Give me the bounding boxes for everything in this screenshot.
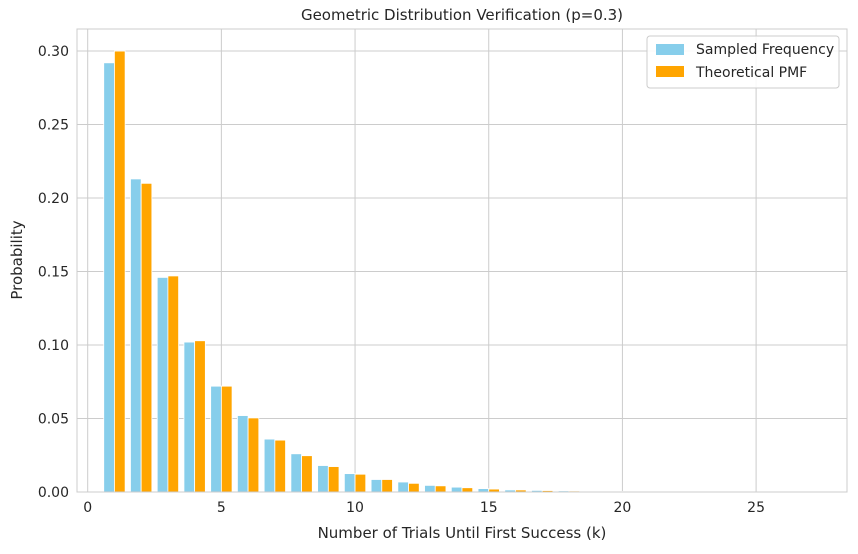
y-tick-label: 0.20 xyxy=(38,191,69,207)
legend-swatch-sampled xyxy=(656,44,684,55)
bar xyxy=(344,474,355,492)
y-tick-label: 0.00 xyxy=(38,485,69,501)
bar xyxy=(264,439,275,492)
y-tick-label: 0.30 xyxy=(38,44,69,60)
x-tick-label: 10 xyxy=(346,500,364,516)
bar xyxy=(328,467,339,492)
bar xyxy=(114,51,125,492)
y-tick-label: 0.10 xyxy=(38,338,69,354)
x-tick-label: 20 xyxy=(614,500,632,516)
bar xyxy=(355,474,366,492)
bar xyxy=(478,489,489,492)
bar xyxy=(237,416,248,492)
bar xyxy=(398,482,409,492)
bar xyxy=(211,386,222,492)
bar xyxy=(141,183,152,492)
bar xyxy=(425,485,436,492)
x-axis-label: Number of Trials Until First Success (k) xyxy=(318,524,607,542)
bar xyxy=(302,456,313,492)
bar xyxy=(318,466,329,492)
bar xyxy=(275,440,286,492)
bar xyxy=(291,454,302,492)
legend-swatch-theoretical xyxy=(656,66,684,77)
bar xyxy=(462,488,473,492)
legend-label-sampled: Sampled Frequency xyxy=(696,42,834,58)
legend-label-theoretical: Theoretical PMF xyxy=(695,65,807,81)
y-axis-label: Probability xyxy=(8,220,26,299)
bar xyxy=(221,386,232,492)
bar xyxy=(435,486,446,492)
bar xyxy=(130,179,141,492)
legend: Sampled Frequency Theoretical PMF xyxy=(647,36,839,88)
bar xyxy=(104,63,115,492)
bar xyxy=(451,487,462,492)
y-tick-label: 0.25 xyxy=(38,118,69,134)
bar xyxy=(409,483,420,492)
bar xyxy=(168,276,179,492)
x-tick-label: 25 xyxy=(747,500,765,516)
bar xyxy=(157,277,168,492)
chart-title: Geometric Distribution Verification (p=0… xyxy=(301,6,623,24)
x-tick-label: 5 xyxy=(217,500,226,516)
bar xyxy=(195,341,206,492)
bar xyxy=(248,418,259,492)
bar xyxy=(371,480,382,492)
y-tick-label: 0.15 xyxy=(38,265,69,281)
y-tick-label: 0.05 xyxy=(38,412,69,428)
bar xyxy=(382,480,393,492)
x-tick-label: 0 xyxy=(83,500,92,516)
bar xyxy=(184,342,195,492)
x-tick-label: 15 xyxy=(480,500,498,516)
